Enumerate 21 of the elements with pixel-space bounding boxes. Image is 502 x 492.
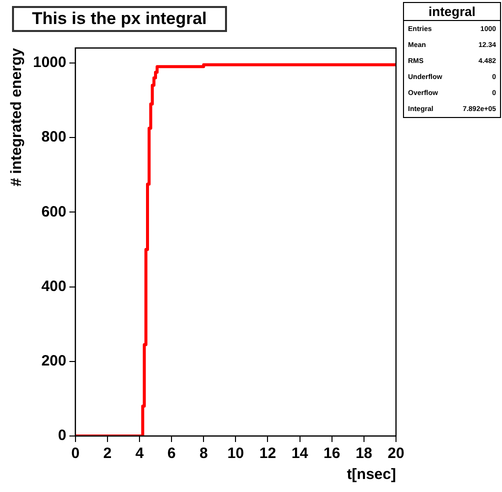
y-tick-label: 400	[41, 278, 66, 295]
text: integral	[404, 3, 500, 21]
x-axis-title: t[nsec]	[346, 466, 396, 484]
x-tick-label: 0	[71, 445, 80, 462]
y-tick-label: 1000	[32, 54, 66, 72]
y-axis-title: # integrated energy	[8, 47, 26, 186]
y-tick-label: 200	[41, 352, 66, 370]
x-tick-label: 16	[324, 445, 340, 462]
x-tick-label: 20	[388, 445, 404, 462]
x-tick-label: 8	[199, 445, 208, 462]
x-tick-label: 6	[167, 445, 176, 462]
x-tick-label: 10	[227, 445, 244, 462]
x-tick-label: 4	[135, 445, 144, 462]
y-tick-label: 800	[41, 128, 66, 146]
x-tick-label: 18	[356, 445, 372, 462]
x-tick-label: 14	[291, 445, 309, 462]
y-tick-label: 0	[58, 427, 66, 444]
x-tick-label: 12	[259, 445, 276, 462]
chart-title: This is the px integral	[12, 6, 227, 32]
y-tick-label: 600	[41, 203, 66, 220]
x-tick-label: 2	[103, 445, 112, 462]
